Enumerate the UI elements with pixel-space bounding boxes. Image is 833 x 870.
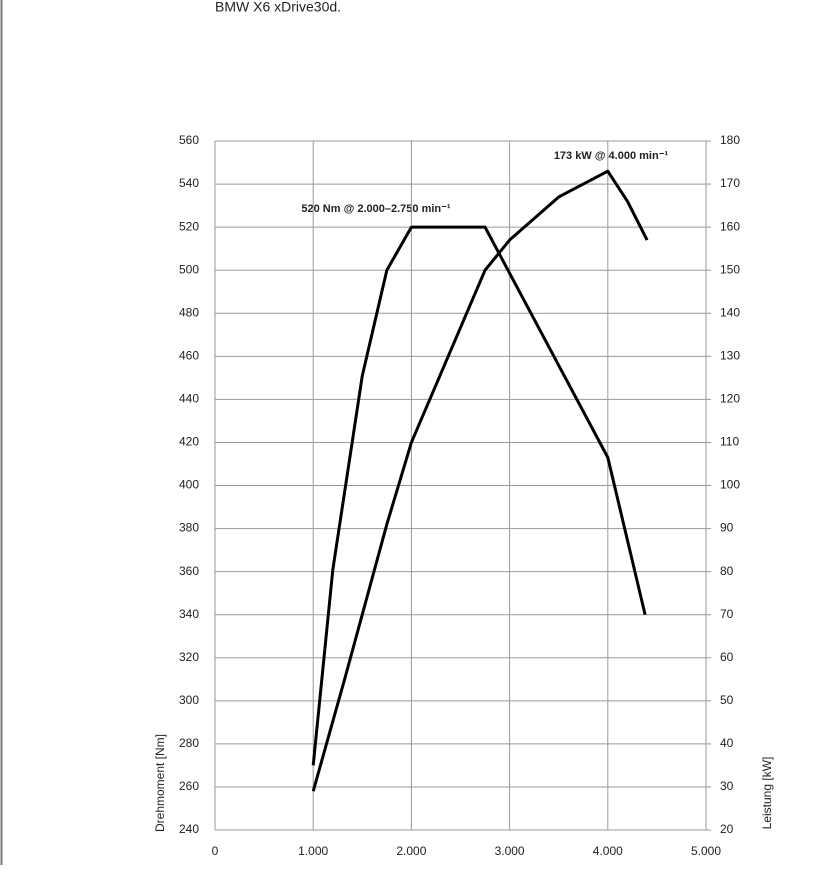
- y2-tick-label: 70: [720, 607, 734, 621]
- y-tick-label: 280: [179, 736, 199, 750]
- y-tick-label: 460: [179, 348, 199, 362]
- y2-tick-label: 180: [720, 133, 740, 147]
- y2-tick-label: 110: [720, 435, 739, 449]
- y2-tick-label: 50: [720, 693, 734, 707]
- annotation: 520 Nm @ 2.000–2.750 min⁻¹: [301, 203, 451, 215]
- y2-tick-label: 90: [720, 521, 734, 535]
- y-axis-label: Drehmoment [Nm]: [153, 734, 167, 832]
- y2-tick-label: 40: [720, 736, 734, 750]
- y-tick-label: 300: [179, 693, 199, 707]
- y-tick-label: 500: [179, 262, 199, 276]
- x-tick-label: 0: [212, 844, 219, 858]
- y2-tick-label: 30: [720, 779, 734, 793]
- x-tick-label: 1.000: [298, 844, 328, 858]
- x-tick-label: 2.000: [396, 844, 426, 858]
- y2-tick-label: 80: [720, 564, 734, 578]
- x-tick-label: 5.000: [691, 844, 721, 858]
- y-tick-label: 340: [179, 607, 199, 621]
- y2-tick-label: 60: [720, 650, 734, 664]
- y2-tick-label: 100: [720, 478, 740, 492]
- y-tick-label: 260: [179, 779, 199, 793]
- y-tick-label: 520: [179, 219, 199, 233]
- y2-tick-label: 170: [720, 176, 740, 190]
- y2-tick-label: 120: [720, 392, 740, 406]
- y2-tick-label: 20: [720, 822, 734, 836]
- y2-axis-label: Leistung [kW]: [760, 757, 774, 830]
- y-tick-label: 360: [179, 564, 199, 578]
- x-tick-label: 4.000: [593, 844, 623, 858]
- y-tick-label: 540: [179, 176, 199, 190]
- page-title: BMW X6 xDrive30d.: [215, 0, 341, 15]
- y2-tick-label: 130: [720, 348, 740, 362]
- data-line: [311, 169, 649, 792]
- y-tick-label: 420: [179, 435, 199, 449]
- data-line: [311, 225, 647, 766]
- y-tick-label: 480: [179, 305, 199, 319]
- y-tick-label: 380: [179, 521, 199, 535]
- annotation: 173 kW @ 4.000 min⁻¹: [554, 150, 669, 162]
- y2-tick-label: 160: [720, 219, 740, 233]
- y-tick-label: 440: [179, 392, 199, 406]
- y-tick-label: 320: [179, 650, 199, 664]
- y-tick-label: 400: [179, 478, 199, 492]
- y2-tick-label: 150: [720, 262, 740, 276]
- y-tick-label: 560: [179, 133, 199, 147]
- y2-tick-label: 140: [720, 305, 740, 319]
- x-tick-label: 3.000: [495, 844, 525, 858]
- y-tick-label: 240: [179, 822, 199, 836]
